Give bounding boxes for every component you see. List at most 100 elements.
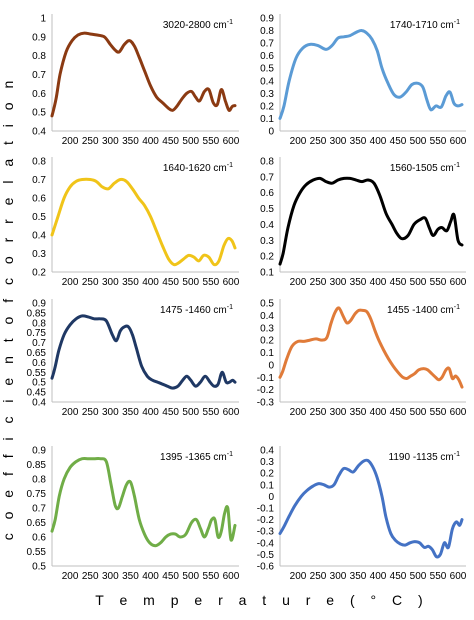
y-tick-label: 0.8 <box>32 318 46 329</box>
y-tick-label: 0.7 <box>32 338 46 349</box>
x-tick-label: 450 <box>162 571 179 582</box>
x-tick-label: 400 <box>142 571 159 582</box>
y-tick-label: 0.1 <box>260 268 274 279</box>
y-tick-label: 0.55 <box>27 547 47 558</box>
x-tick-label: 200 <box>290 136 307 147</box>
y-tick-label: 0.7 <box>260 39 274 50</box>
y-tick-label: 0.9 <box>32 299 46 310</box>
series-line <box>50 456 237 548</box>
x-tick-label: 300 <box>102 571 119 582</box>
y-tick-label: 0.2 <box>260 252 274 263</box>
chart-panel-4: 0.1 0.2 0.3 0.4 0.5 0.6 0.7 0.8 200 250 300 350 400 4… <box>260 157 467 289</box>
y-tick-label: 0.7 <box>32 504 46 515</box>
y-tick-label: 0.75 <box>27 489 47 500</box>
x-tick-label: 250 <box>310 571 327 582</box>
x-tick-label: 300 <box>330 136 347 147</box>
wavenumber-annotation: 3020-2800 cm-1 <box>163 19 233 31</box>
x-tick-label: 250 <box>310 136 327 147</box>
y-tick-label: 0.1 <box>260 348 274 359</box>
x-tick-label: 300 <box>330 407 347 418</box>
y-tick-label: -0.4 <box>257 538 275 549</box>
y-tick-label: 0.2 <box>260 336 274 347</box>
y-tick-label: 0.1 <box>260 480 274 491</box>
y-tick-label: 0.5 <box>32 212 46 223</box>
x-tick-label: 400 <box>370 407 387 418</box>
x-tick-label: 550 <box>430 571 447 582</box>
x-tick-label: 500 <box>182 571 199 582</box>
x-tick-label: 350 <box>122 407 139 418</box>
y-tick-label: 0.45 <box>27 388 47 399</box>
y-tick-label: 0.3 <box>260 89 274 100</box>
x-axis-label: T e m p e r a t u r e ( ° C ) <box>95 592 428 608</box>
y-tick-label: 0.4 <box>260 446 274 457</box>
x-tick-label: 400 <box>142 136 159 147</box>
x-tick-label: 400 <box>370 277 387 288</box>
y-tick-label: 0.4 <box>260 311 274 322</box>
series-line <box>278 306 464 389</box>
x-tick-label: 300 <box>102 277 119 288</box>
x-tick-label: 600 <box>450 136 467 147</box>
x-tick-label: 350 <box>350 136 367 147</box>
x-tick-label: 400 <box>142 407 159 418</box>
y-tick-label: 0.3 <box>260 323 274 334</box>
y-tick-label: 0.8 <box>260 157 274 168</box>
y-tick-label: 0.6 <box>32 89 46 100</box>
y-tick-label: 0.75 <box>27 328 47 339</box>
y-tick-label: 0.8 <box>32 51 46 62</box>
x-tick-label: 500 <box>182 407 199 418</box>
x-tick-label: 350 <box>350 277 367 288</box>
x-tick-label: 500 <box>410 407 427 418</box>
x-tick-label: 200 <box>62 136 79 147</box>
y-tick-label: -0.1 <box>257 504 275 515</box>
x-tick-label: 250 <box>310 407 327 418</box>
y-tick-label: 0.4 <box>32 231 46 242</box>
x-tick-label: 200 <box>62 277 79 288</box>
y-tick-label: 0.3 <box>32 249 46 260</box>
x-tick-label: 600 <box>223 136 240 147</box>
y-tick-label: 0.65 <box>27 518 47 529</box>
x-tick-label: 550 <box>203 277 220 288</box>
y-tick-label: 0.5 <box>32 378 46 389</box>
x-tick-label: 200 <box>62 407 79 418</box>
y-tick-label: 0.6 <box>32 533 46 544</box>
x-tick-label: 350 <box>122 277 139 288</box>
x-tick-label: 250 <box>82 136 99 147</box>
y-tick-label: 0.8 <box>260 26 274 37</box>
x-tick-label: 300 <box>102 407 119 418</box>
y-tick-label: 0.5 <box>260 204 274 215</box>
x-tick-label: 550 <box>203 407 220 418</box>
chart-panel-8: -0.6-0.5-0.4-0.3-0.2-0.100.10.20.30.4 200… <box>257 446 467 583</box>
y-tick-label: 0.2 <box>260 469 274 480</box>
y-tick-label: 0.8 <box>32 157 46 168</box>
x-tick-label: 450 <box>162 136 179 147</box>
y-tick-label: 0.4 <box>32 398 46 409</box>
x-tick-label: 450 <box>390 571 407 582</box>
x-tick-label: 200 <box>290 407 307 418</box>
y-tick-label: 0.6 <box>260 188 274 199</box>
x-tick-label: 600 <box>223 571 240 582</box>
series-line <box>50 31 237 118</box>
y-tick-label: 0.5 <box>32 108 46 119</box>
y-tick-label: -0.6 <box>257 562 275 573</box>
y-tick-label: 0.6 <box>32 194 46 205</box>
y-tick-label: 0 <box>268 127 274 138</box>
x-tick-label: 600 <box>450 571 467 582</box>
x-tick-label: 350 <box>350 571 367 582</box>
x-tick-label: 250 <box>82 407 99 418</box>
y-tick-label: 0.7 <box>260 172 274 183</box>
x-tick-label: 600 <box>450 407 467 418</box>
y-tick-label: 0.55 <box>27 368 47 379</box>
y-tick-label: 0.5 <box>260 64 274 75</box>
y-tick-label: 0.7 <box>32 175 46 186</box>
wavenumber-annotation: 1475 -1460 cm-1 <box>160 304 233 316</box>
chart-panel-2: 0 0.1 0.20.3 0.40.5 0.60.7 0.80.9 200 250 300 350… <box>260 14 467 148</box>
wavenumber-annotation: 1560-1505 cm-1 <box>390 162 460 174</box>
y-tick-label: 0.7 <box>32 70 46 81</box>
x-tick-label: 450 <box>390 407 407 418</box>
x-tick-label: 450 <box>162 407 179 418</box>
y-tick-label: 0.9 <box>32 446 46 457</box>
x-tick-label: 400 <box>370 571 387 582</box>
x-tick-label: 600 <box>223 277 240 288</box>
y-tick-label: 0.5 <box>260 299 274 310</box>
